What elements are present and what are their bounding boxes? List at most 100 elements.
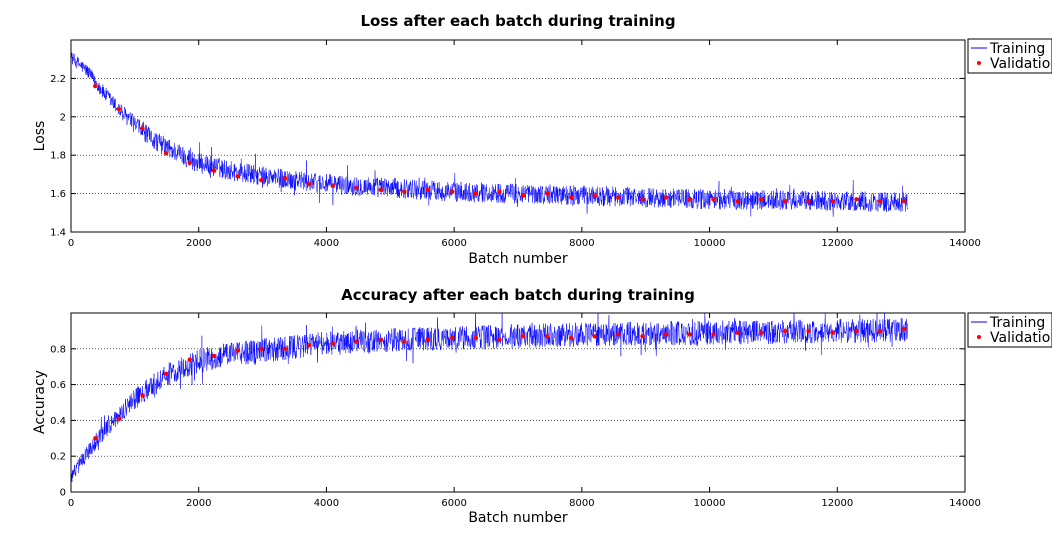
validation-point — [735, 330, 740, 335]
x-tick-label: 12000 — [821, 238, 853, 249]
validation-point — [402, 189, 407, 194]
validation-point — [640, 334, 645, 339]
validation-point — [759, 330, 764, 335]
x-axis-label: Batch number — [468, 510, 568, 526]
y-axis-label: Loss — [32, 121, 48, 152]
validation-point — [497, 189, 502, 194]
validation-point — [568, 335, 574, 341]
validation-point — [450, 335, 455, 341]
validation-point — [782, 199, 788, 204]
y-tick-label: 1.8 — [50, 151, 66, 162]
validation-point — [211, 353, 217, 359]
validation-point — [425, 187, 431, 192]
validation-point — [616, 195, 621, 200]
validation-point — [782, 328, 788, 334]
validation-point — [187, 357, 192, 362]
x-tick-label: 4000 — [314, 238, 339, 249]
validation-point — [402, 339, 407, 344]
y-tick-label: 2.2 — [50, 74, 66, 85]
validation-point — [450, 189, 455, 194]
legend: Training Validatio — [967, 312, 1052, 348]
validation-point — [592, 334, 597, 339]
validation-point — [163, 151, 169, 156]
validation-point — [163, 371, 169, 377]
validation-point — [306, 181, 312, 187]
legend-training-label: Training — [989, 41, 1045, 57]
accuracy-chart: Accuracy after each batch during trainin… — [32, 286, 1052, 526]
validation-point — [235, 174, 240, 179]
validation-point — [830, 199, 836, 204]
x-tick-label: 4000 — [314, 498, 339, 509]
validation-point — [687, 332, 692, 337]
validation-point — [854, 328, 859, 334]
legend-training-label: Training — [989, 315, 1045, 331]
y-tick-label: 0 — [60, 488, 66, 499]
validation-point — [259, 177, 264, 183]
validation-point — [378, 187, 383, 192]
x-tick-label: 10000 — [694, 498, 726, 509]
validation-point — [140, 126, 145, 131]
validation-point — [211, 168, 217, 173]
validation-point — [354, 185, 359, 191]
validation-point — [282, 346, 288, 351]
chart-title: Loss after each batch during training — [360, 12, 675, 30]
validation-point — [259, 346, 264, 351]
validation-point — [140, 393, 145, 398]
validation-point — [640, 197, 645, 202]
validation-point — [93, 436, 98, 441]
validation-point — [306, 343, 312, 348]
validation-point — [902, 199, 907, 204]
y-axis-label: Accuracy — [32, 370, 48, 434]
validation-point — [616, 332, 621, 337]
validation-point — [545, 334, 550, 339]
validation-point — [520, 193, 526, 198]
validation-point — [806, 328, 811, 334]
x-tick-label: 10000 — [694, 238, 726, 249]
x-tick-label: 14000 — [949, 498, 981, 509]
validation-point — [592, 193, 597, 198]
validation-point — [235, 348, 240, 353]
plot-area: 1.4 1.6 1.8 2 2.2 0 2000 4000 6000 8000 10000 12000… — [50, 39, 981, 249]
x-tick-label: 14000 — [949, 238, 981, 249]
x-tick-label: 0 — [68, 238, 74, 249]
x-axis-label: Batch number — [468, 251, 568, 267]
y-tick-label: 1.4 — [50, 228, 66, 239]
validation-point — [902, 326, 907, 332]
validation-point — [425, 337, 431, 343]
validation-point — [806, 199, 811, 204]
validation-point — [116, 106, 122, 112]
validation-point — [687, 197, 692, 202]
validation-point — [330, 183, 336, 189]
training-line — [70, 52, 908, 217]
plot-area: 0 0.2 0.4 0.6 0.8 0 2000 4000 6000 8000 10000 12000… — [50, 312, 981, 509]
validation-point — [354, 339, 359, 344]
legend-validation-swatch — [977, 335, 981, 339]
validation-point — [663, 332, 669, 337]
loss-chart: Loss after each batch during training 1.… — [32, 12, 1052, 267]
x-tick-label: 2000 — [186, 498, 211, 509]
validation-point — [568, 195, 574, 200]
legend-validation-label: Validatio — [990, 56, 1050, 72]
validation-point — [473, 335, 479, 341]
validation-point — [735, 199, 740, 204]
validation-point — [282, 176, 288, 181]
validation-point — [663, 195, 669, 200]
validation-point — [187, 160, 192, 166]
chart-title: Accuracy after each batch during trainin… — [341, 286, 695, 304]
legend: Training Validatio — [967, 38, 1052, 74]
validation-point — [711, 197, 716, 202]
validation-point — [378, 337, 383, 343]
validation-point — [93, 83, 98, 89]
x-tick-label: 12000 — [821, 498, 853, 509]
y-tick-label: 0.2 — [50, 452, 66, 463]
validation-point — [877, 328, 883, 334]
validation-point — [711, 332, 716, 337]
x-tick-label: 2000 — [186, 238, 211, 249]
validation-point — [759, 197, 764, 202]
legend-validation-label: Validatio — [990, 330, 1050, 346]
legend-validation-swatch — [977, 61, 981, 65]
validation-point — [545, 191, 550, 196]
x-tick-label: 8000 — [569, 498, 594, 509]
validation-point — [830, 330, 836, 335]
